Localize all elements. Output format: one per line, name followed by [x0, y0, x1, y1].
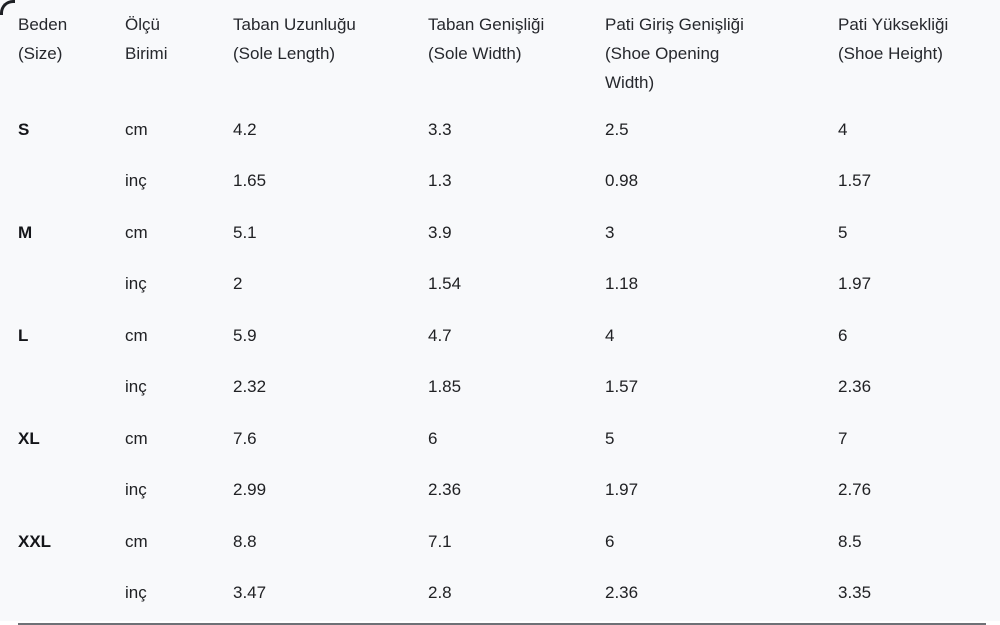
- cell-sole-width: 4.7: [428, 325, 452, 345]
- column-header-sole-width-en: (Sole Width): [428, 44, 522, 63]
- unit-label: cm: [125, 531, 148, 551]
- size-label: XL: [18, 428, 40, 448]
- unit-label: cm: [125, 428, 148, 448]
- column-header-size: Beden (Size): [18, 10, 125, 104]
- cell-shoe-height: 2.36: [838, 377, 872, 397]
- column-header-opening-width-tr: Pati Giriş Genişliği: [605, 15, 744, 34]
- cell-sole-length: 3.47: [233, 583, 267, 603]
- cell-opening-width: 1.18: [605, 274, 639, 294]
- cell-shoe-height: 4: [838, 119, 848, 139]
- cell-sole-length: 2.32: [233, 377, 267, 397]
- cell-sole-width: 2.36: [428, 480, 462, 500]
- cell-sole-width: 1.85: [428, 377, 462, 397]
- cell-shoe-height: 1.57: [838, 171, 872, 191]
- cell-opening-width: 1.57: [605, 377, 639, 397]
- unit-label: inç: [125, 171, 147, 191]
- cell-sole-length: 2.99: [233, 480, 267, 500]
- cell-sole-length: 8.8: [233, 531, 257, 551]
- column-header-unit-tr: Ölçü: [125, 15, 160, 34]
- column-header-unit: Ölçü Birimi: [125, 10, 233, 104]
- cell-shoe-height: 2.76: [838, 480, 872, 500]
- cell-shoe-height: 3.35: [838, 583, 872, 603]
- cell-sole-width: 7.1: [428, 531, 452, 551]
- cell-opening-width: 2.36: [605, 583, 639, 603]
- column-header-sole-width-tr: Taban Genişliği: [428, 15, 545, 34]
- size-label: S: [18, 119, 30, 139]
- column-header-shoe-height-tr: Pati Yüksekliği: [838, 15, 949, 34]
- cell-shoe-height: 8.5: [838, 531, 862, 551]
- cell-sole-width: 3.9: [428, 222, 452, 242]
- cell-sole-width: 1.54: [428, 274, 462, 294]
- unit-label: inç: [125, 274, 147, 294]
- unit-label: inç: [125, 583, 147, 603]
- cell-sole-length: 5.9: [233, 325, 257, 345]
- cell-shoe-height: 5: [838, 222, 848, 242]
- cell-sole-width: 2.8: [428, 583, 452, 603]
- column-header-opening-width-en: (Shoe Opening Width): [605, 44, 720, 92]
- cell-opening-width: 4: [605, 325, 615, 345]
- cell-shoe-height: 6: [838, 325, 848, 345]
- cell-sole-width: 3.3: [428, 119, 452, 139]
- cell-opening-width: 3: [605, 222, 615, 242]
- cell-shoe-height: 1.97: [838, 274, 872, 294]
- cell-sole-width: 1.3: [428, 171, 452, 191]
- cell-opening-width: 1.97: [605, 480, 639, 500]
- unit-label: inç: [125, 480, 147, 500]
- column-header-opening-width: Pati Giriş Genişliği (Shoe Opening Width…: [605, 10, 838, 104]
- cell-shoe-height: 7: [838, 428, 848, 448]
- column-header-shoe-height: Pati Yüksekliği (Shoe Height): [838, 10, 988, 104]
- size-label: XXL: [18, 531, 52, 551]
- cell-opening-width: 0.98: [605, 171, 639, 191]
- cell-opening-width: 6: [605, 531, 615, 551]
- cell-sole-length: 1.65: [233, 171, 267, 191]
- unit-label: cm: [125, 325, 148, 345]
- column-header-size-tr: Beden: [18, 15, 68, 34]
- cell-sole-length: 4.2: [233, 119, 257, 139]
- column-header-sole-length-tr: Taban Uzunluğu: [233, 15, 356, 34]
- column-header-sole-width: Taban Genişliği (Sole Width): [428, 10, 605, 104]
- cell-sole-width: 6: [428, 428, 438, 448]
- cell-opening-width: 2.5: [605, 119, 629, 139]
- column-header-sole-length-en: (Sole Length): [233, 44, 336, 63]
- unit-label: cm: [125, 119, 148, 139]
- column-header-unit-en: Birimi: [125, 44, 168, 63]
- column-header-shoe-height-en: (Shoe Height): [838, 44, 943, 63]
- unit-label: inç: [125, 377, 147, 397]
- column-header-sole-length: Taban Uzunluğu (Sole Length): [233, 10, 428, 104]
- size-label: L: [18, 325, 29, 345]
- cell-sole-length: 5.1: [233, 222, 257, 242]
- cell-opening-width: 5: [605, 428, 615, 448]
- cell-sole-length: 2: [233, 274, 243, 294]
- cropped-border-corner: [0, 0, 15, 15]
- size-label: M: [18, 222, 33, 242]
- column-header-size-en: (Size): [18, 44, 63, 63]
- unit-label: cm: [125, 222, 148, 242]
- table-bottom-border: [18, 623, 986, 625]
- cell-sole-length: 7.6: [233, 428, 257, 448]
